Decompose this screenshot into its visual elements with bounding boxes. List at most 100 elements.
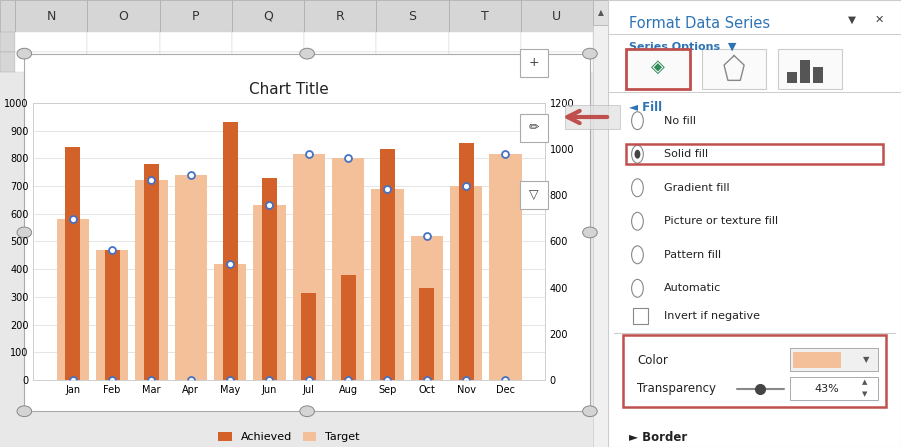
Bar (15, 52, 87, 72)
Bar (489, 154, 522, 380)
Circle shape (17, 227, 32, 238)
Circle shape (583, 406, 597, 417)
Bar (450, 186, 482, 380)
Bar (175, 175, 207, 380)
Bar (0, 32, 15, 52)
Bar (377, 52, 449, 72)
Circle shape (632, 179, 643, 197)
Text: Transparency: Transparency (638, 382, 716, 396)
Bar (521, 0, 593, 32)
Bar (565, 105, 620, 129)
Text: ◄ Fill: ◄ Fill (629, 101, 662, 114)
Bar (521, 32, 593, 52)
Bar (623, 335, 887, 407)
Circle shape (634, 150, 641, 159)
Bar (411, 236, 443, 380)
Text: +: + (529, 56, 540, 69)
Bar (214, 264, 246, 380)
Bar (449, 32, 521, 52)
Text: ▼: ▼ (861, 391, 867, 397)
Bar (57, 219, 89, 380)
Bar (305, 32, 377, 52)
Bar (793, 352, 841, 368)
Bar (87, 32, 159, 52)
Bar (625, 49, 690, 89)
Bar (15, 0, 87, 32)
Text: N: N (47, 9, 56, 23)
Text: Color: Color (638, 354, 669, 367)
Bar (380, 148, 395, 380)
Bar (135, 181, 168, 380)
Text: Format Data Series: Format Data Series (629, 16, 769, 31)
Bar (789, 348, 878, 371)
Bar (625, 144, 883, 164)
Bar (814, 67, 824, 83)
Circle shape (300, 48, 314, 59)
Bar (232, 0, 305, 32)
Text: T: T (481, 9, 488, 23)
Bar (341, 274, 356, 380)
Text: ✏: ✏ (529, 122, 540, 135)
Text: ▲: ▲ (597, 8, 604, 17)
Text: Solid fill: Solid fill (664, 149, 708, 159)
Bar (293, 154, 325, 380)
Bar (87, 0, 159, 32)
Text: R: R (336, 9, 344, 23)
Text: Pattern fill: Pattern fill (664, 250, 721, 260)
Bar (96, 250, 128, 380)
Bar (223, 122, 238, 380)
Text: S: S (408, 9, 416, 23)
Bar (520, 181, 548, 209)
Text: ▼: ▼ (863, 355, 869, 364)
Bar (262, 177, 277, 380)
Circle shape (632, 212, 643, 230)
Circle shape (632, 279, 643, 297)
Circle shape (300, 406, 314, 417)
Circle shape (632, 145, 643, 163)
Text: U: U (552, 9, 561, 23)
Bar (0, 0, 15, 32)
Text: ▲: ▲ (861, 379, 867, 385)
Text: ✕: ✕ (875, 14, 884, 24)
Bar (787, 72, 797, 83)
Text: P: P (192, 9, 199, 23)
Bar (593, 0, 608, 25)
Bar (232, 32, 305, 52)
Bar (332, 158, 364, 380)
Text: Gradient fill: Gradient fill (664, 183, 730, 193)
Text: ► Border: ► Border (629, 431, 687, 444)
Circle shape (17, 406, 32, 417)
Text: ▼: ▼ (849, 14, 856, 24)
Bar (24, 54, 590, 411)
Bar (159, 32, 232, 52)
Bar (305, 52, 377, 72)
Bar (15, 32, 87, 52)
Bar (253, 205, 286, 380)
Bar (159, 52, 232, 72)
Bar (593, 0, 608, 447)
Circle shape (632, 112, 643, 130)
Bar (449, 52, 521, 72)
Bar (301, 293, 316, 380)
Circle shape (17, 48, 32, 59)
Bar (87, 52, 159, 72)
Bar (159, 0, 232, 32)
Text: Picture or texture fill: Picture or texture fill (664, 216, 778, 226)
Bar (520, 114, 548, 142)
Text: 43%: 43% (815, 384, 839, 394)
Bar (778, 49, 842, 89)
Bar (449, 0, 521, 32)
Bar (633, 308, 648, 324)
Bar (521, 52, 593, 72)
Circle shape (632, 246, 643, 264)
Circle shape (583, 227, 597, 238)
Text: No fill: No fill (664, 116, 696, 126)
Bar (377, 32, 449, 52)
Bar (371, 189, 404, 380)
Bar (789, 377, 878, 400)
Circle shape (583, 48, 597, 59)
Bar (800, 60, 810, 83)
Bar (702, 49, 766, 89)
Text: Invert if negative: Invert if negative (664, 311, 760, 321)
Text: ◈: ◈ (651, 58, 665, 76)
